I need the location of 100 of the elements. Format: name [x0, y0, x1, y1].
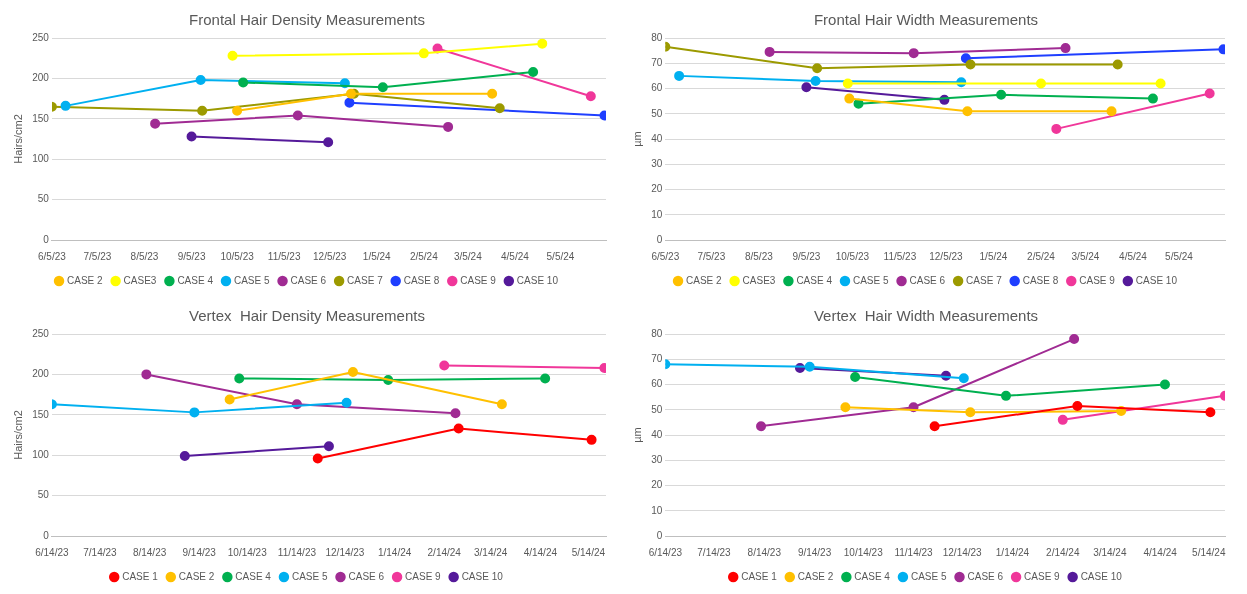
y-tick-label: 0 — [43, 529, 50, 541]
legend-label: CASE 6 — [348, 570, 385, 582]
x-tick-label: 3/5/24 — [1071, 250, 1100, 262]
x-tick-label: 8/5/23 — [744, 250, 774, 262]
x-tick-label: 10/14/23 — [843, 546, 884, 558]
x-tick-label: 8/5/23 — [130, 250, 159, 262]
legend-label: CASE 10 — [1135, 274, 1178, 286]
y-axis-title: Hairs/cm2 — [11, 114, 24, 164]
legend-label: CASE 6 — [967, 570, 1004, 582]
x-tick-label: 2/14/24 — [427, 546, 462, 558]
y-tick-label: 10 — [651, 208, 663, 220]
chart-title: Vertex Hair Width Measurements — [813, 307, 1039, 325]
legend-label: CASE 2 — [67, 274, 104, 286]
legend-label: CASE 6 — [909, 274, 946, 286]
x-tick-label: 2/14/24 — [1046, 546, 1080, 558]
x-tick-label: 2/5/24 — [409, 250, 439, 262]
x-tick-label: 3/5/24 — [453, 250, 483, 262]
x-tick-label: 1/5/24 — [979, 250, 1008, 262]
x-tick-label: 5/14/24 — [571, 546, 606, 558]
x-tick-label: 10/14/23 — [227, 546, 268, 558]
x-tick-label: 12/5/23 — [929, 250, 964, 262]
x-tick-label: 6/5/23 — [37, 250, 67, 262]
x-tick-label: 11/14/23 — [894, 546, 934, 558]
y-tick-label: 50 — [651, 107, 663, 119]
chart-title: Frontal Hair Width Measurements — [813, 11, 1039, 29]
x-tick-label: 4/5/24 — [501, 250, 530, 262]
x-tick-label: 1/14/24 — [995, 546, 1030, 558]
y-tick-label: 80 — [651, 31, 663, 43]
legend-label: CASE 9 — [1024, 570, 1061, 582]
y-tick-label: 250 — [32, 31, 50, 43]
x-tick-label: 8/14/23 — [132, 546, 167, 558]
y-tick-label: 10 — [651, 504, 663, 516]
x-tick-label: 3/14/24 — [1093, 546, 1127, 558]
x-tick-label: 7/14/23 — [83, 546, 118, 558]
legend-label: CASE 7 — [966, 274, 1003, 286]
y-tick-label: 50 — [37, 489, 50, 501]
x-tick-label: 12/14/23 — [942, 546, 983, 558]
y-axis-title: µm — [630, 131, 643, 147]
legend-label: CASE 5 — [852, 274, 889, 286]
legend-label: CASE 7 — [347, 274, 384, 286]
chart-title: Frontal Hair Density Measurements — [189, 11, 425, 29]
x-tick-label: 9/5/23 — [177, 250, 206, 262]
legend-label: CASE 10 — [516, 274, 559, 286]
chart-title: Vertex Hair Density Measurements — [189, 307, 425, 325]
y-tick-label: 0 — [656, 233, 663, 245]
x-tick-label: 4/14/24 — [1143, 546, 1178, 558]
x-tick-label: 7/14/23 — [697, 546, 732, 558]
x-tick-label: 6/14/23 — [648, 546, 683, 558]
y-tick-label: 0 — [656, 529, 663, 541]
y-tick-label: 50 — [37, 193, 50, 205]
x-tick-label: 10/5/23 — [835, 250, 870, 262]
y-tick-label: 60 — [651, 82, 663, 94]
legend-label: CASE 8 — [403, 274, 440, 286]
y-tick-label: 40 — [651, 132, 663, 144]
y-tick-label: 150 — [32, 408, 50, 420]
y-tick-label: 80 — [651, 327, 663, 339]
y-tick-label: 70 — [651, 57, 663, 68]
legend-label: CASE 2 — [178, 570, 215, 582]
y-tick-label: 30 — [651, 158, 663, 169]
x-tick-label: 5/5/24 — [1165, 250, 1194, 262]
x-tick-label: 4/14/24 — [523, 546, 558, 558]
legend-label: CASE 9 — [460, 274, 497, 286]
legend-label: CASE 5 — [291, 570, 328, 582]
x-tick-label: 11/5/23 — [883, 250, 917, 262]
legend-label: CASE 9 — [1079, 274, 1116, 286]
y-tick-label: 250 — [32, 327, 50, 339]
y-tick-label: 60 — [651, 378, 663, 390]
legend-label: CASE 4 — [796, 274, 833, 286]
legend-label: CASE3 — [742, 274, 776, 286]
x-tick-label: 4/5/24 — [1119, 250, 1148, 262]
y-tick-label: 200 — [32, 368, 50, 380]
y-tick-label: 200 — [32, 72, 50, 84]
x-tick-label: 7/5/23 — [697, 250, 726, 262]
y-axis-title: Hairs/cm2 — [11, 410, 24, 460]
legend-label: CASE 2 — [797, 570, 834, 582]
y-tick-label: 40 — [651, 428, 663, 440]
x-tick-label: 5/14/24 — [1192, 546, 1226, 558]
x-tick-label: 6/14/23 — [35, 546, 69, 558]
x-tick-label: 12/14/23 — [325, 546, 365, 558]
legend-label: CASE 9 — [405, 570, 442, 582]
legend-label: CASE 10 — [461, 570, 504, 582]
y-tick-label: 0 — [43, 233, 50, 245]
legend-label: CASE3 — [123, 274, 157, 286]
x-tick-label: 7/5/23 — [83, 250, 112, 262]
y-tick-label: 70 — [651, 353, 663, 364]
legend-label: CASE 10 — [1080, 570, 1123, 582]
y-tick-label: 30 — [651, 454, 663, 465]
y-tick-label: 50 — [651, 403, 663, 415]
x-tick-label: 9/5/23 — [792, 250, 821, 262]
legend-label: CASE 4 — [235, 570, 272, 582]
legend-label: CASE 1 — [122, 570, 159, 582]
y-tick-label: 20 — [651, 479, 663, 491]
x-tick-label: 10/5/23 — [220, 250, 255, 262]
y-tick-label: 20 — [651, 183, 663, 195]
legend-label: CASE 1 — [741, 570, 778, 582]
x-tick-label: 11/14/23 — [277, 546, 317, 558]
legend-label: CASE 8 — [1022, 274, 1059, 286]
x-tick-label: 8/14/23 — [747, 546, 782, 558]
x-tick-label: 1/14/24 — [377, 546, 412, 558]
y-tick-label: 100 — [32, 152, 50, 164]
